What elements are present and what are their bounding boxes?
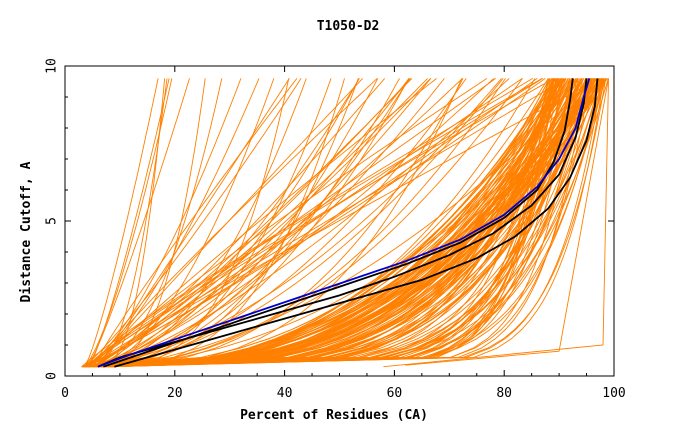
x-tick-label: 40 <box>277 386 293 401</box>
x-tick-label: 60 <box>387 386 403 401</box>
chart-title: T1050-D2 <box>317 19 380 34</box>
x-tick-label: 20 <box>167 386 183 401</box>
y-tick-label: 10 <box>45 58 60 74</box>
x-tick-label: 80 <box>496 386 512 401</box>
x-axis-label: Percent of Residues (CA) <box>240 408 428 423</box>
y-axis-label: Distance Cutoff, A <box>19 161 34 302</box>
x-tick-label: 100 <box>602 386 625 401</box>
plot-area <box>82 78 609 366</box>
model-curve-182 <box>98 78 165 366</box>
y-tick-label: 0 <box>45 372 60 380</box>
model-curve-158 <box>85 78 158 366</box>
x-tick-label: 0 <box>61 386 69 401</box>
y-tick-label: 5 <box>45 217 60 225</box>
model-curve-177 <box>85 78 428 366</box>
model-curve-173 <box>88 78 190 366</box>
model-curve-195 <box>97 78 411 366</box>
